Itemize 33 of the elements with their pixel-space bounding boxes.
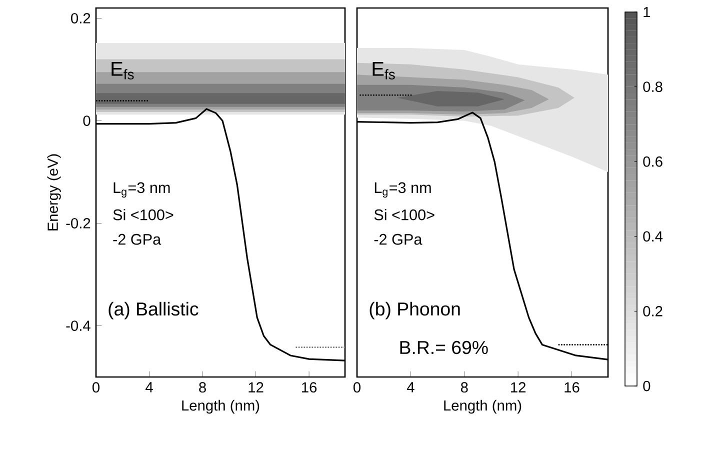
x-axis-title: Length (nm) xyxy=(444,400,522,414)
annotation: E$_{fs}$ xyxy=(372,62,395,80)
x-tick-label: 16 xyxy=(302,382,317,393)
color-bar-label: 0.6 xyxy=(643,156,662,167)
x-tick-label: 16 xyxy=(564,382,580,393)
y-tick-label: 0.2 xyxy=(71,13,90,24)
annotation: -2 GPa xyxy=(374,234,422,245)
x-tick-label: 4 xyxy=(146,382,153,392)
x-axis-title: Length (nm) xyxy=(182,400,260,414)
y-tick-label: -0.2 xyxy=(66,218,90,228)
annotation: L$_{g}$=3 nm xyxy=(114,182,170,198)
y-tick-label: 0 xyxy=(83,116,90,126)
annotation: (a) Ballistic xyxy=(108,302,198,320)
x-tick-label: 0 xyxy=(92,382,100,393)
y-tick-label: -0.4 xyxy=(66,320,90,331)
color-bar-label: 1 xyxy=(644,6,650,18)
color-bar-label: 0.2 xyxy=(643,306,662,316)
y-axis-title: Energy (eV) xyxy=(47,154,61,230)
x-tick-label: 4 xyxy=(406,382,414,392)
annotation: -2 GPa xyxy=(113,234,162,245)
x-tick-label: 12 xyxy=(511,382,526,392)
x-tick-label: 0 xyxy=(353,382,360,393)
annotation: B.R.= 69% xyxy=(400,340,488,354)
x-tick-label: 8 xyxy=(460,382,468,393)
annotation: E$_{fs}$ xyxy=(112,62,134,80)
annotation: L$_{g}$=3 nm xyxy=(374,182,431,198)
color-bar-label: 0.8 xyxy=(643,82,662,92)
annotation: (b) Phonon xyxy=(370,302,460,320)
annotation: Si <100> xyxy=(113,209,174,220)
x-tick-label: 8 xyxy=(199,382,206,393)
annotation: Si <100> xyxy=(374,209,434,220)
x-tick-label: 12 xyxy=(248,382,264,392)
color-bar-label: 0.4 xyxy=(643,231,663,242)
